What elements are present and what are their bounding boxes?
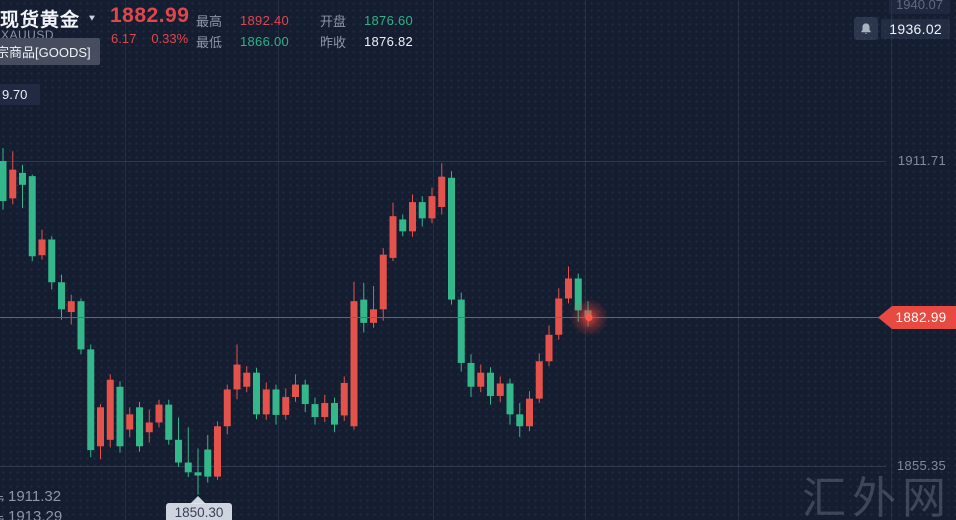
- stat-label: 开盘: [320, 13, 347, 29]
- change-value: 6.17: [111, 31, 137, 46]
- stat-label: 昨收: [320, 34, 347, 50]
- price-alert[interactable]: 1936.02: [854, 17, 950, 40]
- stat-value: 1866.00: [240, 33, 290, 49]
- axis-label-top-clipped: 1940.07: [889, 0, 950, 14]
- y-axis-label: 1911.71: [897, 153, 946, 168]
- last-price: 1882.99: [110, 4, 190, 27]
- bottom-left-price-2: 卖 1913.29: [0, 508, 62, 520]
- stat-value: 1876.82: [364, 33, 414, 49]
- category-tooltip: 宗商品[GOODS]: [0, 38, 100, 65]
- current-price-tag: 1882.99: [878, 306, 956, 329]
- stat-row: 最低 1866.00 昨收 1876.82: [196, 31, 444, 51]
- alert-price-value: 1936.02: [881, 18, 950, 39]
- alert-price-label-clipped: 9.70: [0, 84, 40, 105]
- bottom-left-price-2-value: 1913.29: [8, 508, 63, 520]
- watermark: 汇外网: [802, 474, 952, 520]
- y-axis-label: 1855.35: [896, 458, 946, 473]
- quote-stats: 最高 1892.40 开盘 1876.60 最低 1866.00 昨收 1876.82: [196, 10, 444, 52]
- bell-icon[interactable]: [854, 17, 879, 40]
- stat-value: 1876.60: [364, 12, 414, 28]
- stat-row: 最高 1892.40 开盘 1876.60: [196, 10, 444, 30]
- price-change: 6.17 0.33%: [111, 31, 188, 46]
- quote-header: 现货黄金 ▼ XAUUSD 宗商品[GOODS] 1882.99 6.17 0.…: [0, 0, 760, 65]
- stat-label: 最低: [196, 34, 223, 50]
- symbol-name: 现货黄金: [0, 10, 81, 31]
- clipped-glyph: 卖: [0, 511, 6, 520]
- bottom-left-price-1: 卖 1911.32: [0, 488, 61, 505]
- chevron-down-icon: ▼: [87, 13, 97, 24]
- low-price-callout: 1850.30: [166, 503, 232, 520]
- stat-label: 最高: [196, 13, 223, 29]
- clipped-glyph: 卖: [0, 491, 6, 503]
- change-percent: 0.33%: [151, 31, 189, 46]
- low-callout-pointer: [190, 496, 206, 504]
- bottom-left-price-1-value: 1911.32: [8, 488, 62, 505]
- symbol-selector[interactable]: 现货黄金 ▼: [0, 5, 97, 32]
- stat-value: 1892.40: [240, 12, 290, 28]
